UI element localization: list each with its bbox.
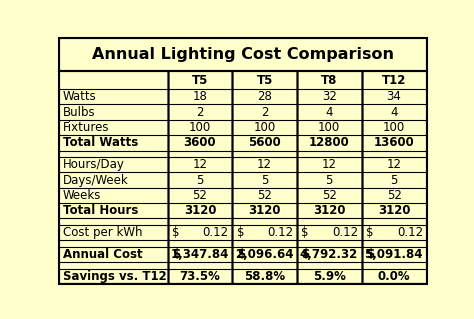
Text: 34: 34 xyxy=(387,90,401,103)
Text: 5: 5 xyxy=(391,174,398,187)
Text: 4: 4 xyxy=(326,106,333,119)
Text: 52: 52 xyxy=(192,189,208,202)
Text: 52: 52 xyxy=(257,189,272,202)
Text: $: $ xyxy=(172,226,180,239)
Text: 3120: 3120 xyxy=(248,204,281,217)
Text: 5: 5 xyxy=(261,174,268,187)
Text: 0.12: 0.12 xyxy=(397,226,423,239)
Text: Annual Cost: Annual Cost xyxy=(63,248,143,261)
Text: T5: T5 xyxy=(256,74,273,87)
Text: 12800: 12800 xyxy=(309,137,350,149)
Text: 52: 52 xyxy=(322,189,337,202)
Text: 32: 32 xyxy=(322,90,337,103)
Text: T12: T12 xyxy=(382,74,406,87)
Text: 28: 28 xyxy=(257,90,272,103)
Text: Days/Week: Days/Week xyxy=(63,174,128,187)
Text: 2: 2 xyxy=(196,106,204,119)
Text: 5.9%: 5.9% xyxy=(313,270,346,283)
Text: 3120: 3120 xyxy=(184,204,216,217)
Text: 3120: 3120 xyxy=(313,204,346,217)
Text: $: $ xyxy=(237,248,245,261)
Text: 100: 100 xyxy=(318,121,340,134)
Text: 52: 52 xyxy=(387,189,401,202)
Text: Hours/Day: Hours/Day xyxy=(63,158,125,171)
Text: Watts: Watts xyxy=(63,90,97,103)
Text: 12: 12 xyxy=(257,158,272,171)
Text: Total Hours: Total Hours xyxy=(63,204,138,217)
Text: $: $ xyxy=(172,248,180,261)
Text: 2,096.64: 2,096.64 xyxy=(235,248,293,261)
Text: Cost per kWh: Cost per kWh xyxy=(63,226,142,239)
Text: 100: 100 xyxy=(383,121,405,134)
Text: 100: 100 xyxy=(189,121,211,134)
Text: $: $ xyxy=(301,226,309,239)
Text: 4: 4 xyxy=(391,106,398,119)
Text: $: $ xyxy=(237,226,244,239)
Text: 12: 12 xyxy=(387,158,401,171)
Text: $: $ xyxy=(366,226,374,239)
Text: 5: 5 xyxy=(326,174,333,187)
Text: $: $ xyxy=(301,248,310,261)
Text: 4,792.32: 4,792.32 xyxy=(300,248,358,261)
Text: 5,091.84: 5,091.84 xyxy=(365,248,423,261)
Text: Weeks: Weeks xyxy=(63,189,101,202)
Text: T8: T8 xyxy=(321,74,337,87)
Text: Bulbs: Bulbs xyxy=(63,106,96,119)
Text: Savings vs. T12: Savings vs. T12 xyxy=(63,270,167,283)
Text: Fixtures: Fixtures xyxy=(63,121,109,134)
Text: Annual Lighting Cost Comparison: Annual Lighting Cost Comparison xyxy=(92,47,394,62)
Text: 12: 12 xyxy=(322,158,337,171)
Text: 1,347.84: 1,347.84 xyxy=(170,248,228,261)
Text: $: $ xyxy=(366,248,374,261)
Text: 0.12: 0.12 xyxy=(332,226,358,239)
Text: 13600: 13600 xyxy=(374,137,414,149)
Text: 73.5%: 73.5% xyxy=(180,270,220,283)
Text: 18: 18 xyxy=(192,90,208,103)
Text: 3120: 3120 xyxy=(378,204,410,217)
Text: 0.0%: 0.0% xyxy=(378,270,410,283)
Text: 58.8%: 58.8% xyxy=(244,270,285,283)
Text: 3600: 3600 xyxy=(183,137,216,149)
Text: 5600: 5600 xyxy=(248,137,281,149)
Text: 0.12: 0.12 xyxy=(267,226,293,239)
Text: Total Watts: Total Watts xyxy=(63,137,138,149)
Text: T5: T5 xyxy=(192,74,208,87)
Text: 100: 100 xyxy=(254,121,276,134)
Text: 5: 5 xyxy=(196,174,204,187)
Text: 2: 2 xyxy=(261,106,268,119)
Text: 0.12: 0.12 xyxy=(202,226,228,239)
Text: 12: 12 xyxy=(192,158,208,171)
